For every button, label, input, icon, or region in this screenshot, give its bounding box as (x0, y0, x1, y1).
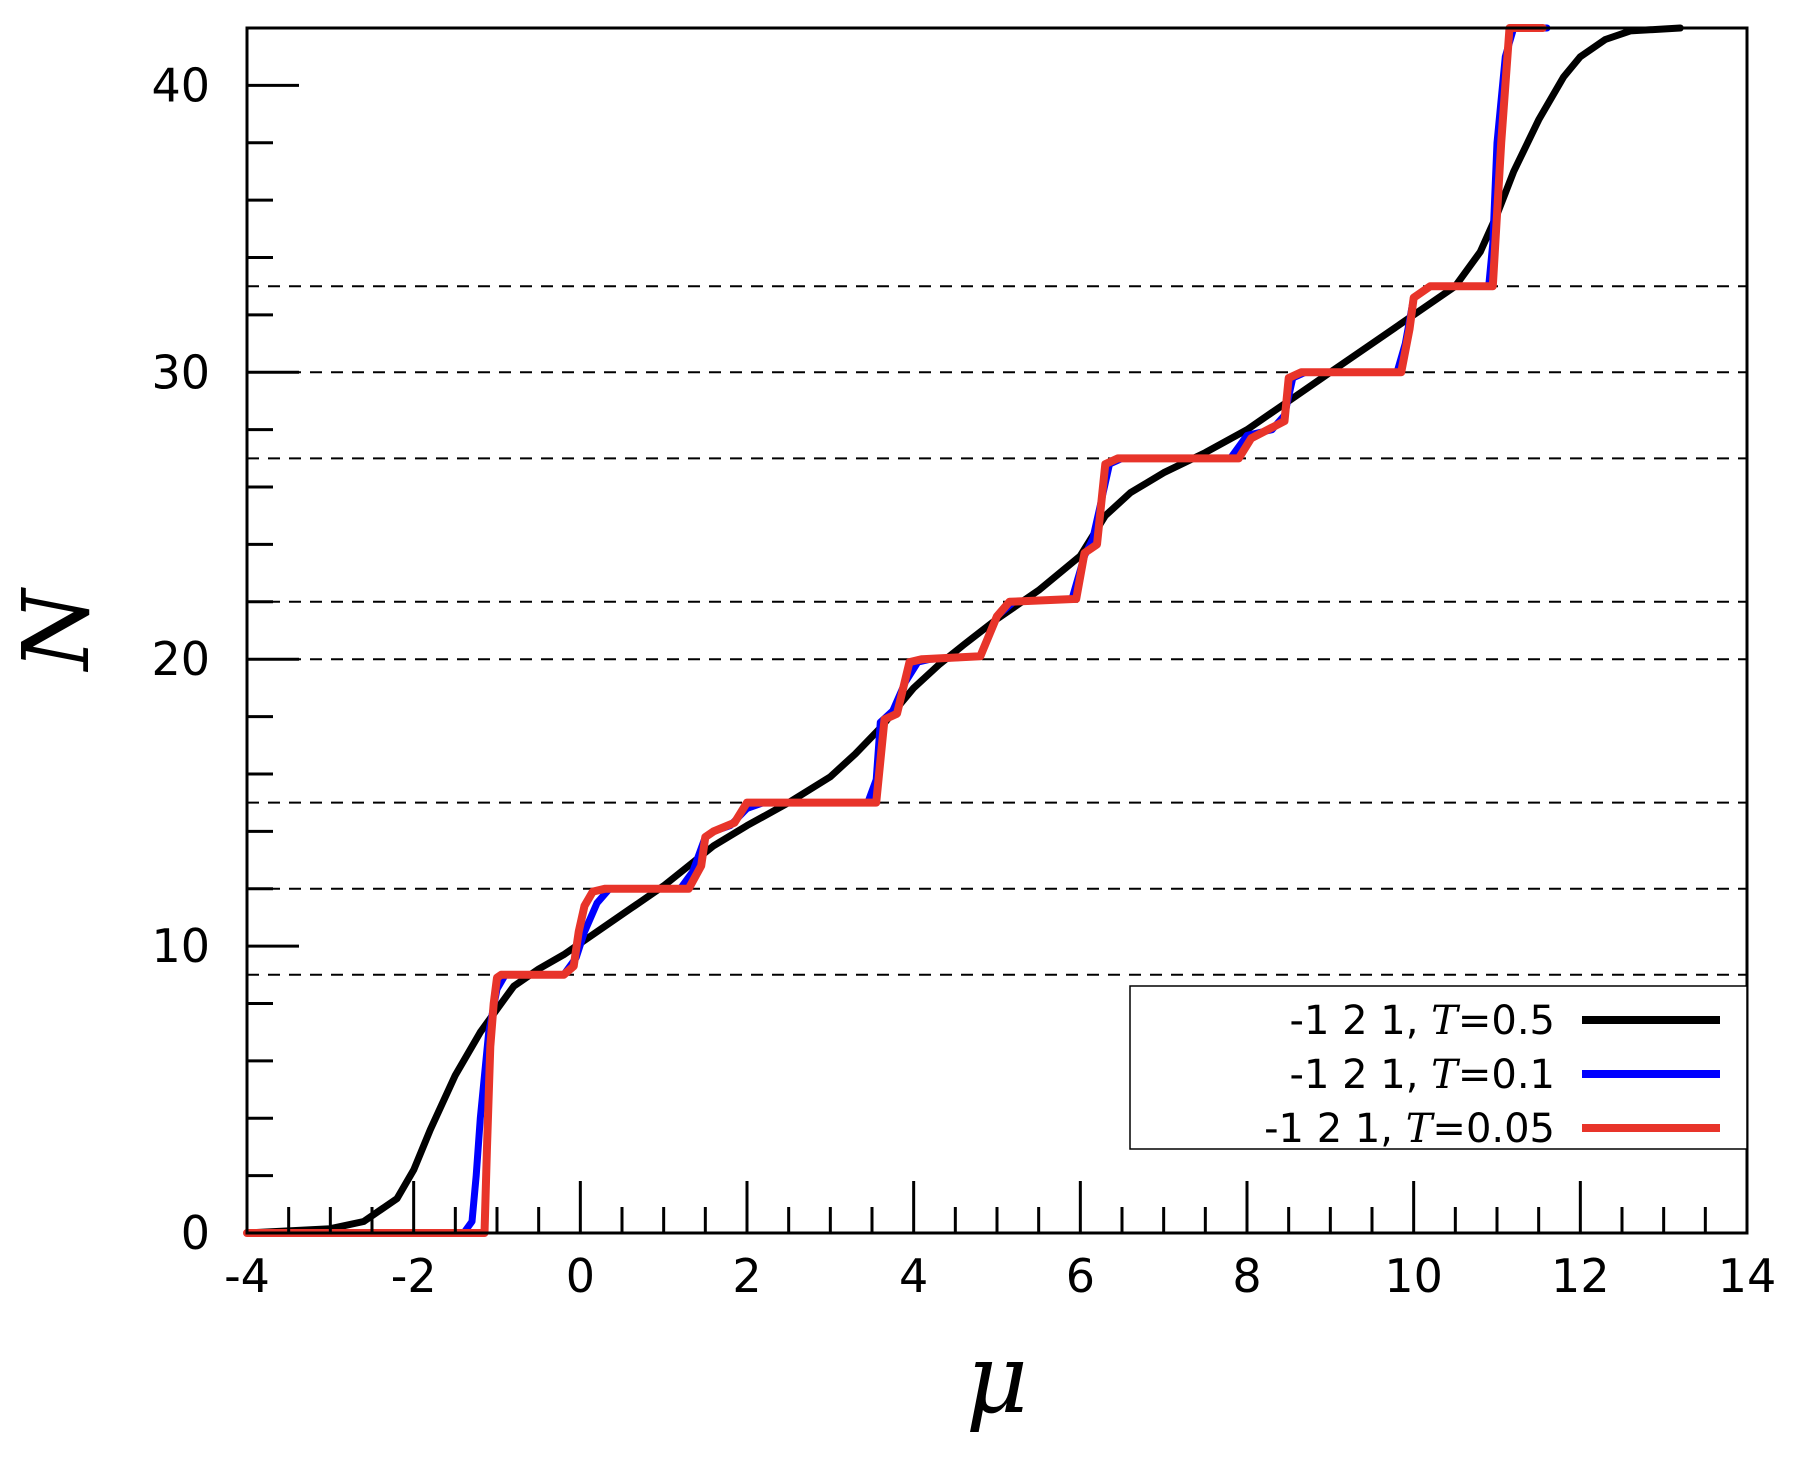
x-tick-label: 2 (732, 1249, 761, 1303)
series-layer (243, 24, 1684, 1237)
y-tick-label: 30 (151, 345, 210, 399)
y-tick-label: 20 (151, 632, 210, 686)
legend-box (1129, 985, 1748, 1150)
y-axis-title: N (3, 586, 110, 672)
x-tick-label: 8 (1232, 1249, 1261, 1303)
x-tick-label: -4 (224, 1249, 270, 1303)
axis-ticks (245, 26, 1749, 1235)
legend: -1 2 1, T=0.5 -1 2 1, T=0.1 -1 2 1, T=0.05 (1129, 985, 1748, 1152)
y-tick-label: 10 (151, 919, 210, 973)
x-tick-label: 10 (1384, 1249, 1443, 1303)
x-tick-label: 0 (566, 1249, 595, 1303)
legend-label-1: -1 2 1, T=0.5 (1290, 998, 1555, 1044)
x-tick-label: -2 (391, 1249, 437, 1303)
x-tick-label: 6 (1066, 1249, 1095, 1303)
y-tick-label: 0 (181, 1206, 210, 1260)
x-tick-label: 12 (1551, 1249, 1610, 1303)
x-tick-label: 14 (1718, 1249, 1777, 1303)
x-axis-title: μ (966, 1323, 1028, 1435)
legend-label-3: -1 2 1, T=0.05 (1264, 1106, 1555, 1152)
legend-label-2: -1 2 1, T=0.1 (1290, 1052, 1555, 1098)
x-tick-label: 4 (899, 1249, 928, 1303)
tick-labels: -4 -2 0 2 4 6 8 10 12 14 0 10 20 30 40 (151, 58, 1776, 1303)
y-tick-label: 40 (151, 58, 210, 112)
reference-lines (247, 285, 1747, 976)
series-line-3 (243, 24, 1547, 1237)
